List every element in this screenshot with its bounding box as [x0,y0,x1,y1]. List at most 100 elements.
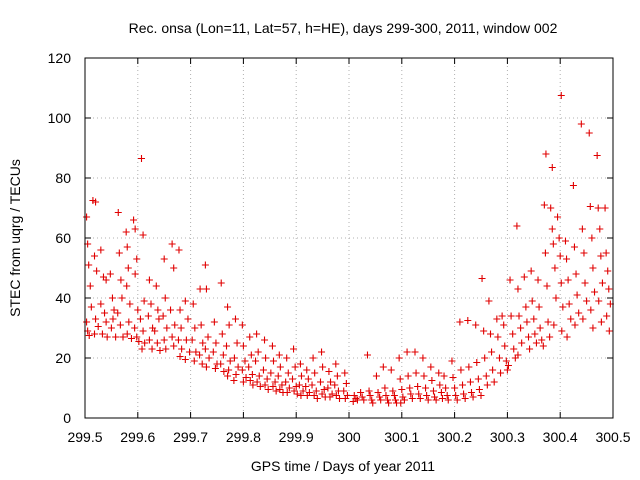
data-point [517,324,525,332]
y-tick-label: 0 [63,410,71,426]
data-point [92,315,100,323]
data-point [464,317,472,324]
data-point [382,392,390,399]
data-point [326,393,334,401]
data-point [554,213,562,221]
data-point [115,249,123,257]
data-point [452,392,460,399]
data-point [226,357,234,365]
data-point [125,318,133,326]
data-point [247,351,255,359]
x-tick-label: 299.9 [279,429,314,445]
data-point [230,377,238,384]
data-point [488,348,496,356]
data-point [275,351,283,359]
data-point [155,315,163,323]
data-point [571,321,579,329]
data-point [443,392,451,399]
data-point [507,312,515,320]
data-point [256,383,264,390]
data-point [212,339,220,347]
data-point [487,330,495,338]
data-point [526,345,534,353]
data-point [210,318,218,326]
data-point [372,372,380,380]
data-point [318,348,326,356]
data-point [353,396,361,404]
data-point [548,164,556,171]
data-point [126,300,134,308]
data-point [289,375,297,383]
data-point [170,264,178,272]
data-point [591,288,599,296]
data-point [282,378,290,386]
data-point [391,396,399,404]
data-point [604,267,612,275]
data-point [103,333,111,341]
data-point [147,300,155,308]
x-tick-label: 300.5 [595,429,630,445]
data-point [112,333,120,341]
data-point [569,182,577,189]
data-point [532,339,540,347]
data-point [271,378,279,386]
data-point [360,396,368,404]
data-point [102,276,110,284]
data-point [472,321,480,329]
data-point [116,321,124,329]
data-point [186,348,194,356]
data-point [102,318,110,326]
data-point [422,384,430,392]
data-point [299,387,307,395]
data-point [246,377,254,384]
data-point [535,303,543,311]
data-point [461,395,469,402]
data-point [561,237,569,245]
data-point [509,330,517,338]
data-point [309,354,317,362]
data-point [588,234,596,242]
y-tick-label: 60 [55,230,71,246]
data-point [85,332,93,339]
data-point [85,261,93,269]
data-point [504,362,512,369]
data-point [131,324,139,332]
data-point [369,399,377,407]
data-point [94,323,102,330]
data-point [117,276,125,284]
data-point [189,300,197,308]
data-point [387,366,395,374]
data-point [436,381,444,389]
y-tick-label: 20 [55,350,71,366]
data-point [285,384,293,392]
data-point [198,360,206,368]
data-point [174,336,182,344]
data-point [424,396,432,404]
data-point [295,381,303,389]
data-point [175,246,183,254]
data-point [296,360,304,368]
grid-lines [85,58,613,418]
data-point [341,369,349,377]
data-point [474,375,482,383]
data-point [542,150,550,158]
data-point [541,249,549,257]
data-point [269,383,277,390]
data-point [124,264,132,272]
data-point [209,348,217,356]
data-point [515,312,523,320]
data-point [217,279,225,287]
data-point [245,363,253,371]
data-point [558,327,566,335]
data-point [513,222,521,230]
data-point [123,282,131,290]
data-point [137,155,145,162]
data-point [109,315,117,323]
data-point [181,297,189,305]
y-tick-label: 40 [55,290,71,306]
data-point [440,372,448,380]
data-point [153,339,161,347]
data-point [546,333,554,341]
data-point [514,285,522,293]
